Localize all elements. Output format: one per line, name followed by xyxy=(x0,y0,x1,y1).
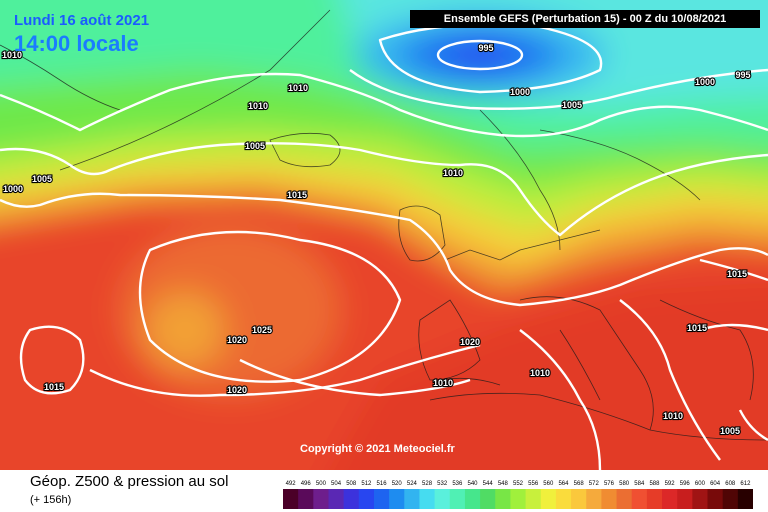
legend-swatch xyxy=(631,489,648,509)
legend-swatch xyxy=(449,489,466,509)
legend-tick-label: 608 xyxy=(725,481,736,487)
isobar-label: 1020 xyxy=(227,385,247,395)
isobar-label: 1015 xyxy=(727,269,747,279)
legend-swatch xyxy=(586,489,602,509)
legend-tick-label: 524 xyxy=(407,481,418,487)
legend-tick-label: 492 xyxy=(286,481,297,487)
legend-swatch xyxy=(707,489,724,509)
legend-swatch xyxy=(555,489,572,509)
legend-tick-label: 532 xyxy=(437,481,448,487)
isobar-label: 1010 xyxy=(443,168,463,178)
legend-tick-label: 596 xyxy=(680,481,691,487)
isobar-label: 1000 xyxy=(510,87,530,97)
legend-tick-label: 496 xyxy=(301,481,312,487)
copyright-text: Copyright © 2021 Meteociel.fr xyxy=(300,443,455,455)
legend-swatch xyxy=(616,489,633,509)
legend-swatch xyxy=(313,489,329,509)
coastlines xyxy=(0,9,768,441)
legend-tick-label: 584 xyxy=(634,481,645,487)
weather-map: 995 1000 1000 1005 1010 1005 1000 995 10… xyxy=(0,0,768,470)
isobar-label: 1005 xyxy=(32,174,52,184)
legend-tick-label: 576 xyxy=(604,481,615,487)
legend-swatch xyxy=(525,489,542,509)
legend-tick-label: 544 xyxy=(483,481,494,487)
legend-tick-label: 556 xyxy=(528,481,539,487)
legend-tick-label: 504 xyxy=(331,481,342,487)
isobar-label: 1010 xyxy=(433,378,453,388)
legend-swatch xyxy=(343,489,360,509)
legend-swatch xyxy=(283,489,299,509)
legend-swatch xyxy=(601,489,618,509)
isobar-label: 995 xyxy=(478,43,493,53)
isobar-label: 995 xyxy=(735,70,750,80)
legend-swatch xyxy=(480,489,496,509)
legend-tick-label: 536 xyxy=(452,481,463,487)
isobar-label: 1015 xyxy=(44,382,64,392)
legend-swatch xyxy=(722,489,739,509)
legend-tick-label: 612 xyxy=(740,481,751,487)
isobar-label: 1010 xyxy=(530,368,550,378)
legend-swatch xyxy=(389,489,405,509)
legend-tick-label: 572 xyxy=(589,481,600,487)
legend-tick-label: 564 xyxy=(558,481,569,487)
forecast-date: Lundi 16 août 2021 xyxy=(14,12,150,29)
legend-swatch xyxy=(404,489,420,509)
isobar-label: 1005 xyxy=(562,100,582,110)
isobar-label: 1000 xyxy=(695,77,715,87)
footer-subtitle: (+ 156h) xyxy=(30,494,72,506)
isobar-label: 1005 xyxy=(720,426,740,436)
footer-title: Géop. Z500 & pression au sol xyxy=(30,473,229,490)
forecast-time: 14:00 locale xyxy=(14,31,139,56)
legend-swatch xyxy=(373,489,390,509)
legend-tick-label: 604 xyxy=(710,481,721,487)
legend-swatch xyxy=(646,489,663,509)
legend-swatch xyxy=(571,489,587,509)
legend-tick-label: 520 xyxy=(392,481,403,487)
legend-tick-label: 540 xyxy=(468,481,479,487)
legend-swatch xyxy=(510,489,527,509)
isobar-label: 1020 xyxy=(227,335,247,345)
isobar-label: 1010 xyxy=(288,83,308,93)
legend-tick-label: 512 xyxy=(361,481,372,487)
isobar-lines xyxy=(0,22,768,470)
isobar-label: 1025 xyxy=(252,325,272,335)
legend-tick-label: 560 xyxy=(543,481,554,487)
isobar-label: 1010 xyxy=(663,411,683,421)
isobar-label: 1000 xyxy=(3,184,23,194)
legend-swatch xyxy=(662,489,678,509)
model-run-info: Ensemble GEFS (Perturbation 15) - 00 Z d… xyxy=(410,10,760,28)
legend-tick-label: 588 xyxy=(649,481,660,487)
legend-swatch xyxy=(419,489,436,509)
legend-swatch xyxy=(495,489,511,509)
legend-tick-label: 516 xyxy=(377,481,388,487)
legend-swatch xyxy=(358,489,375,509)
isobar-label: 1010 xyxy=(248,101,268,111)
legend-tick-label: 548 xyxy=(498,481,509,487)
isobar-label: 1010 xyxy=(2,50,22,60)
legend-swatch xyxy=(677,489,693,509)
legend-swatch xyxy=(540,489,557,509)
legend-swatch xyxy=(737,489,753,509)
legend-swatch xyxy=(434,489,451,509)
isobar-label: 1015 xyxy=(287,190,307,200)
legend-tick-label: 500 xyxy=(316,481,327,487)
legend-swatch xyxy=(328,489,345,509)
legend-swatch xyxy=(298,489,314,509)
isobar-label: 1015 xyxy=(687,323,707,333)
legend-swatch xyxy=(464,489,481,509)
legend-swatch xyxy=(692,489,709,509)
isobar-label: 1005 xyxy=(245,141,265,151)
legend-tick-label: 552 xyxy=(513,481,524,487)
legend-tick-label: 580 xyxy=(619,481,630,487)
legend-tick-label: 528 xyxy=(422,481,433,487)
isobar-labels: 995 1000 1000 1005 1010 1005 1000 995 10… xyxy=(1,42,752,437)
legend-tick-label: 508 xyxy=(346,481,357,487)
legend-tick-label: 592 xyxy=(665,481,676,487)
isobar-label: 1020 xyxy=(460,337,480,347)
legend-tick-label: 600 xyxy=(695,481,706,487)
legend-tick-label: 568 xyxy=(574,481,585,487)
color-legend: 492 496 500 504 508 512 516 520 524 528 532 536 540 5… xyxy=(283,481,753,509)
